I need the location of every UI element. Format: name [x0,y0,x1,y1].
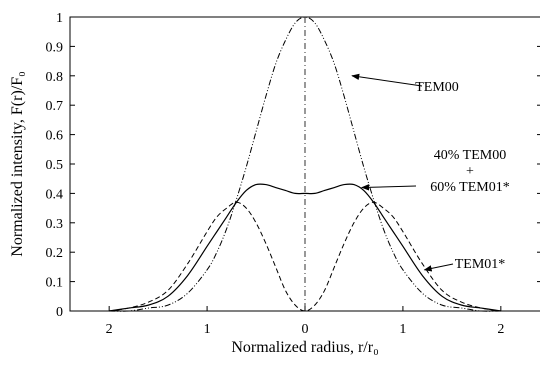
annotation-label-tem00: TEM00 [351,73,459,95]
axes: 0 0.1 0.2 0.3 0.4 0.5 0.6 0.7 0.8 0.9 1 2 1 0 1 2 [46,11,540,337]
label-tem00-arrow [351,73,423,87]
series-line-40-tem00-60-tem01 [109,183,501,312]
x-tick-label: 0 [302,322,309,337]
y-tick-label: 0.8 [46,70,64,85]
y-tick-label: 0.4 [46,187,64,202]
y-tick-label: 1 [56,11,63,26]
series-line-tem01 [109,201,501,312]
y-tick-label: 0.6 [46,129,64,144]
x-tick-label: 1 [204,322,211,337]
y-tick-label: 0.7 [46,99,64,114]
annotation-label-tem01: TEM01* [423,257,506,272]
y-tick-label: 0.3 [46,217,64,232]
y-axis-title: Normalized intensity, F(r)/F₀ [9,71,26,256]
series-lines [109,16,501,312]
label-mixed-line: 60% TEM01* [430,180,509,195]
label-mixed-arrow [360,184,417,191]
y-tick-label: 0 [56,305,63,320]
label-tem01-line: TEM01* [455,257,506,272]
x-tick-label: 2 [106,322,113,337]
label-tem00-line: TEM00 [415,80,459,95]
x-tick-label: 1 [399,322,406,337]
annotation-label-mixed: 40% TEM00+60% TEM01* [360,148,510,195]
y-tick-label: 0.2 [46,246,64,261]
x-tick-label: 2 [497,322,504,337]
y-tick-label: 0.9 [46,40,64,55]
x-axis-title: Normalized radius, r/r₀ [231,339,378,356]
axis-titles: Normalized radius, r/r₀ Normalized inten… [9,71,379,356]
y-tick-label: 0.5 [46,158,64,173]
label-mixed-line: + [466,164,474,179]
label-tem01-arrow [423,263,454,272]
label-mixed-line: 40% TEM00 [434,148,506,163]
series-line-tem00 [109,16,501,312]
annotations: TEM00 40% TEM00+60% TEM01* TEM01* [351,73,510,272]
y-tick-label: 0.1 [46,276,64,291]
